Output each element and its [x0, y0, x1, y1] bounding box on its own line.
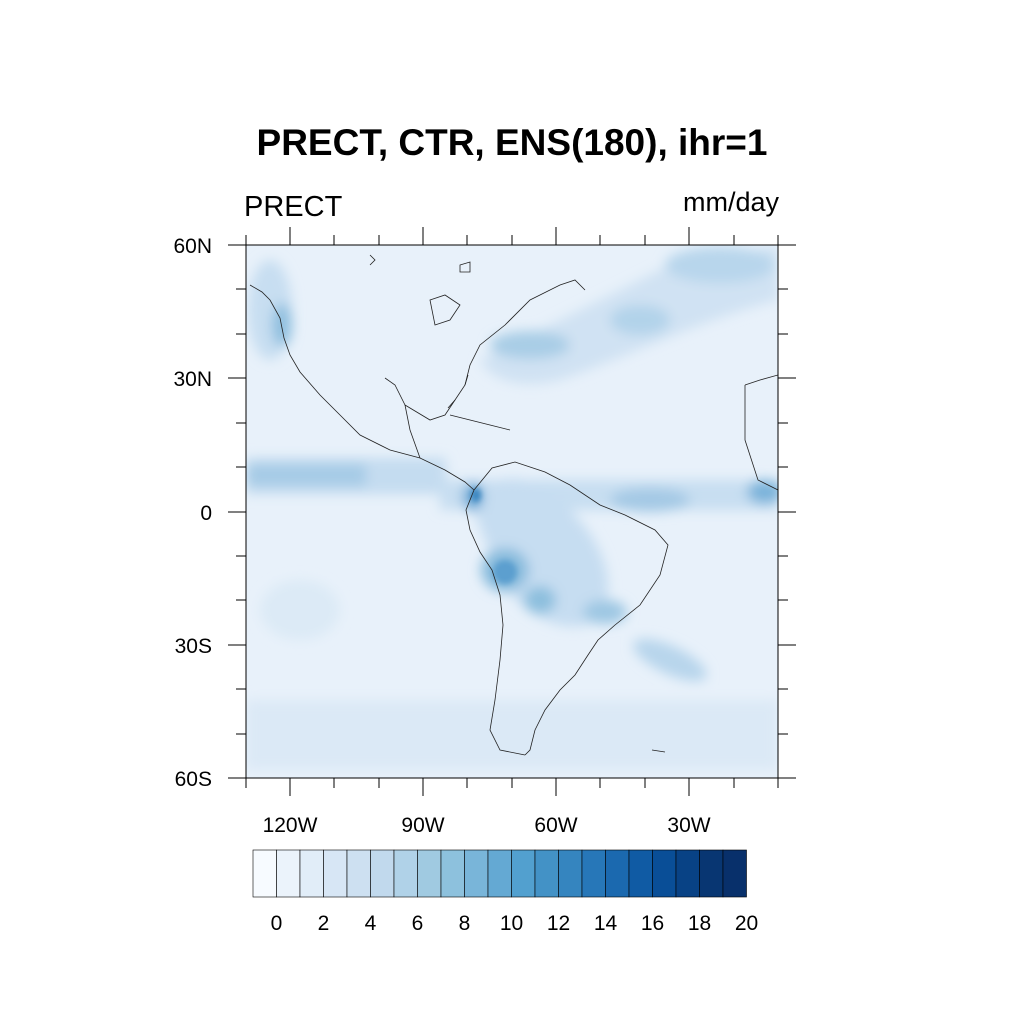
colorbar-tick-label: 2 [318, 912, 330, 935]
lat-label-equator: 0 [200, 502, 212, 525]
colorbar-box [393, 849, 418, 898]
colorbar-box [346, 849, 371, 898]
colorbar-tick-label: 0 [271, 912, 283, 935]
colorbar-box [252, 849, 277, 898]
variable-label: PRECT [244, 191, 343, 223]
colorbar-box [652, 849, 677, 898]
units-label: mm/day [682, 187, 779, 217]
lat-label-60n: 60N [173, 235, 212, 258]
colorbar-box [487, 849, 512, 898]
lon-label-120w: 120W [263, 814, 318, 837]
lat-label-30n: 30N [173, 368, 212, 391]
lat-label-30s: 30S [175, 635, 212, 658]
axis-ticks [228, 227, 796, 796]
colorbar-tick-label: 6 [412, 912, 424, 935]
colorbar-box [605, 849, 630, 898]
colorbar-box [276, 849, 301, 898]
colorbar-box [370, 849, 395, 898]
colorbar-tick-label: 16 [641, 912, 664, 935]
colorbar-tick-label: 18 [688, 912, 711, 935]
coastlines [249, 254, 778, 756]
colorbar-box [534, 849, 559, 898]
colorbar-box [440, 849, 465, 898]
lon-label-60w: 60W [534, 814, 577, 837]
precipitation-field [246, 245, 778, 778]
colorbar-box [299, 849, 324, 898]
colorbar [252, 849, 747, 898]
lat-label-60s: 60S [175, 768, 212, 791]
colorbar-tick-label: 8 [459, 912, 471, 935]
colorbar-tick-label: 14 [594, 912, 618, 935]
colorbar-tick-label: 10 [500, 912, 523, 935]
lon-label-90w: 90W [401, 814, 444, 837]
colorbar-box [464, 849, 489, 898]
colorbar-box [511, 849, 536, 898]
colorbar-tick-label: 20 [735, 912, 758, 935]
lon-label-30w: 30W [667, 814, 710, 837]
map-title: PRECT, CTR, ENS(180), ihr=1 [256, 122, 768, 163]
colorbar-box [675, 849, 700, 898]
colorbar-labels: 0 2 4 6 8 10 12 14 16 18 20 [271, 912, 759, 935]
colorbar-box [581, 849, 606, 898]
colorbar-box [722, 849, 747, 898]
colorbar-box [323, 849, 348, 898]
colorbar-box [628, 849, 653, 898]
colorbar-box [417, 849, 442, 898]
colorbar-box [558, 849, 583, 898]
colorbar-box [699, 849, 724, 898]
colorbar-tick-label: 12 [547, 912, 570, 935]
colorbar-tick-label: 4 [365, 912, 377, 935]
